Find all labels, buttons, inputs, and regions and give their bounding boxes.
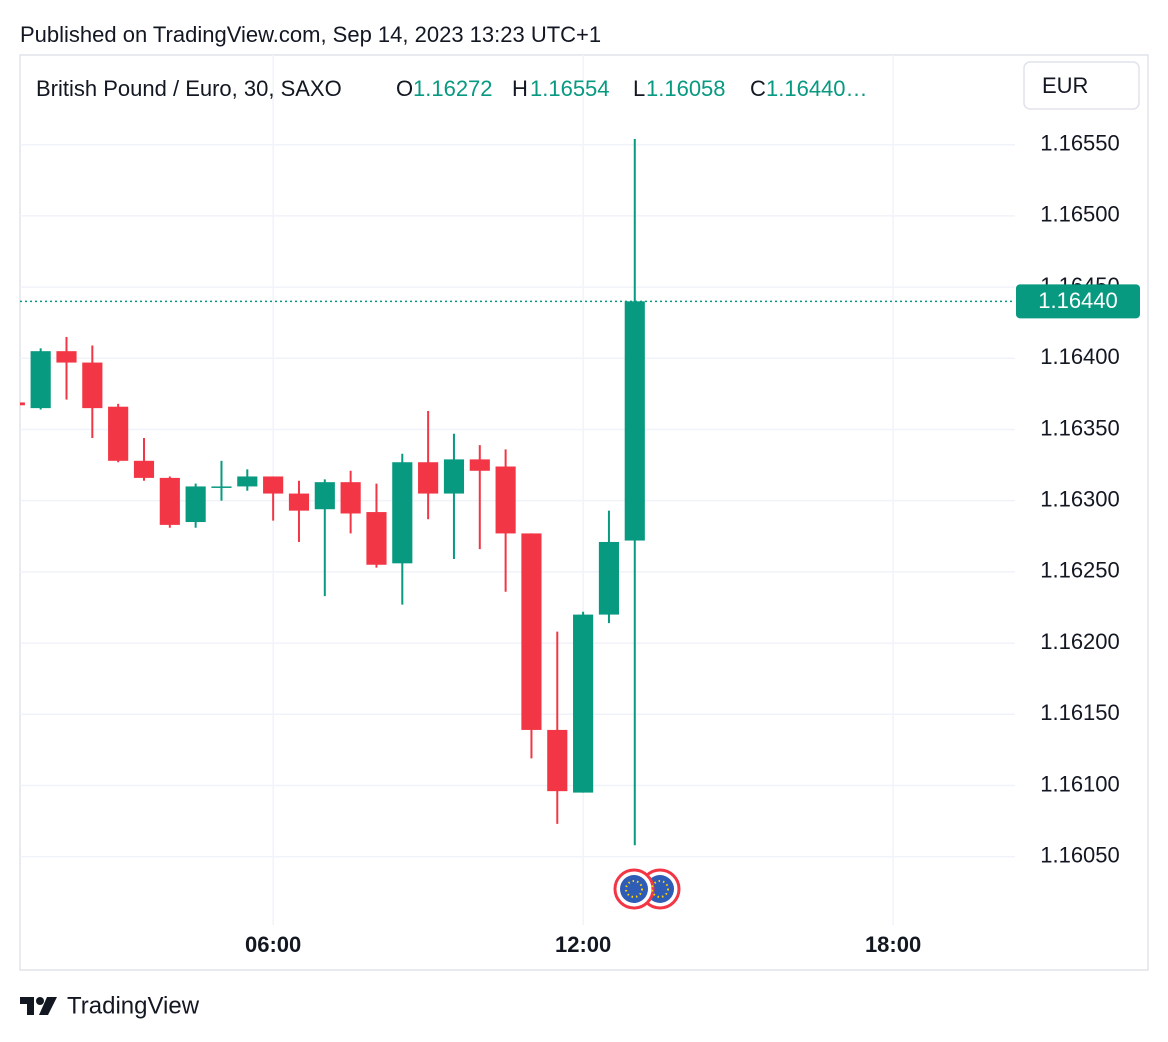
candle-body <box>133 460 155 478</box>
candle-body <box>366 512 387 565</box>
ohlc-value: 1.16058 <box>646 76 726 101</box>
x-tick-label: 12:00 <box>555 932 611 957</box>
y-tick-label: 1.16100 <box>1040 771 1120 796</box>
ohlc-value: 1.16554 <box>530 76 610 101</box>
y-tick-label: 1.16300 <box>1040 486 1120 511</box>
symbol-title: British Pound / Euro, 30, SAXO <box>36 76 342 101</box>
y-tick-label: 1.16500 <box>1040 202 1120 227</box>
last-price-label: 1.16440 <box>1038 288 1118 313</box>
candle-body <box>443 459 465 494</box>
candle-body <box>82 362 103 409</box>
candle-body <box>598 541 620 615</box>
y-tick-label: 1.16050 <box>1040 842 1120 867</box>
brand-name: TradingView <box>67 992 200 1019</box>
candle-body <box>56 351 77 363</box>
candle-body <box>624 301 645 541</box>
candle-body <box>185 486 206 523</box>
brand-logo <box>20 997 57 1015</box>
y-tick-label: 1.16250 <box>1040 558 1120 583</box>
candle-body <box>288 493 310 511</box>
candle-body <box>392 462 413 564</box>
candle-body <box>547 729 568 792</box>
candle-body <box>263 476 284 494</box>
y-tick-label: 1.16350 <box>1040 415 1120 440</box>
y-tick-label: 1.16550 <box>1040 131 1120 156</box>
y-tick-label: 1.16400 <box>1040 344 1120 369</box>
published-note: Published on TradingView.com, Sep 14, 20… <box>20 22 601 47</box>
ohlc-label: L <box>633 76 645 101</box>
candle-body <box>108 406 129 461</box>
last-price-box <box>1016 284 1140 319</box>
candle-body <box>211 486 232 488</box>
event-icons <box>613 868 681 910</box>
candle-body <box>573 614 594 793</box>
y-tick-label: 1.16150 <box>1040 700 1120 725</box>
x-tick-label: 06:00 <box>245 932 301 957</box>
candle-body <box>469 459 490 471</box>
ohlc-value: 1.16272 <box>413 76 493 101</box>
candle-body <box>340 482 361 514</box>
labels: 1.16050 1.16100 1.16150 1.16200 1.16250 1.163… <box>245 131 1140 957</box>
x-tick-label: 18:00 <box>865 932 921 957</box>
candle-body <box>418 462 439 494</box>
currency-label[interactable]: EUR <box>1042 73 1088 98</box>
currency-button[interactable] <box>1023 61 1140 110</box>
ohlc-value: 1.16440… <box>766 76 868 101</box>
candles <box>20 139 1015 846</box>
candle-body <box>30 351 51 409</box>
candle-body <box>20 402 25 406</box>
candle-body <box>495 466 516 534</box>
ohlc-label: H <box>512 76 528 101</box>
y-tick-label: 1.16200 <box>1040 629 1120 654</box>
chart-frame <box>19 54 1149 971</box>
candle-body <box>314 482 335 510</box>
ohlc-label: O <box>396 76 413 101</box>
ohlc-label: C <box>750 76 766 101</box>
candle-body <box>521 533 542 730</box>
candle-body <box>159 477 180 525</box>
candle-body <box>237 476 258 487</box>
